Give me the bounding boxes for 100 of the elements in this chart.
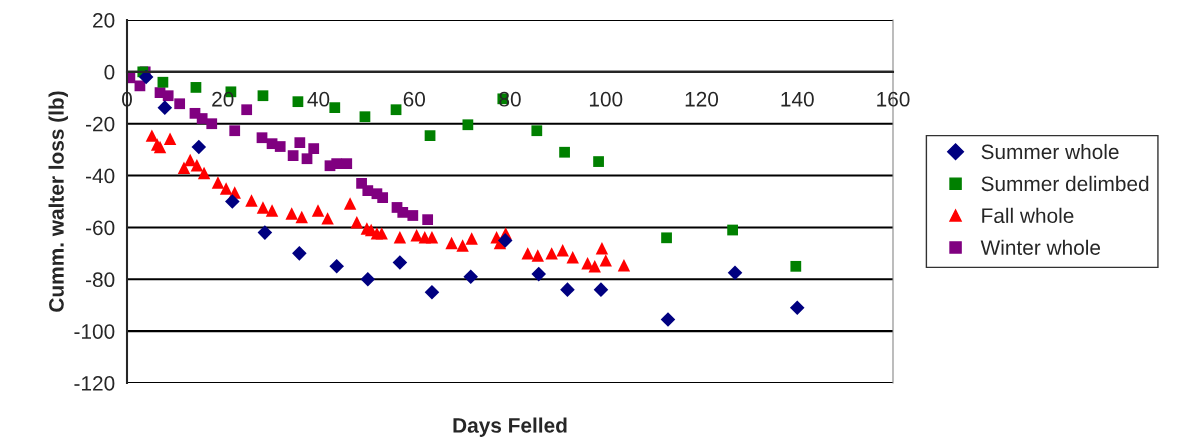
point [556,244,569,257]
point [274,141,286,152]
point [256,201,270,214]
point [566,251,579,264]
point [292,96,304,108]
point [661,232,672,244]
point [790,260,802,272]
point [593,282,609,297]
point [545,247,558,260]
point [360,272,376,287]
point [560,282,575,297]
legend-label: Summer whole [981,143,1119,160]
y-tick-label: 0 [104,64,115,80]
point [350,216,364,229]
point [190,82,202,93]
point [329,102,341,114]
point [531,266,547,282]
y-tick-label: -40 [86,168,115,184]
x-tick-label: 140 [781,91,814,107]
point [321,212,334,225]
point [660,312,676,327]
point [206,118,218,130]
x-axis-title: Days Felled [453,417,567,437]
point [497,233,513,248]
point [375,227,388,240]
point [359,111,371,123]
point [163,132,177,145]
point [425,231,439,244]
y-tick-label: -20 [86,116,115,132]
point [308,143,320,154]
point [174,98,186,110]
point [390,104,402,116]
y-tick-label: -100 [74,324,115,339]
point [445,236,458,250]
y-tick-label: -80 [86,272,115,288]
point [331,158,343,170]
point [256,132,268,144]
x-tick-label: 120 [685,91,719,107]
x-tick-label: 160 [877,91,910,107]
point [229,125,241,137]
point [392,255,408,270]
point [397,207,409,218]
point [301,153,313,165]
point [190,158,204,172]
point [287,150,299,161]
point [285,207,298,220]
point [462,119,474,131]
point [463,269,479,284]
point [617,259,631,272]
x-tick-label: 20 [212,91,234,107]
point [138,69,154,85]
legend-label: Summer delimbed [981,175,1149,192]
point [295,210,308,224]
point [211,176,225,189]
point [329,259,344,274]
point [422,214,434,226]
point [410,229,423,242]
x-tick-label: 40 [307,91,330,107]
point [257,225,273,240]
point [377,192,389,203]
point [343,197,357,210]
point [196,113,208,124]
point [294,137,306,149]
point [292,246,307,261]
point [145,129,159,142]
point [727,265,743,281]
point [191,139,207,155]
point [424,284,440,300]
y-tick-label: -60 [86,220,115,236]
point [177,161,191,174]
point [341,158,353,170]
point [559,146,570,158]
point [257,90,269,102]
point [197,166,211,180]
point [789,300,805,316]
point [588,260,601,273]
x-tick-label: 60 [403,91,426,107]
point [727,224,738,236]
point [407,210,419,221]
point [157,100,173,115]
y-axis-title: Cumm. walter loss (lb) [48,91,68,312]
point [531,125,543,137]
point [362,185,374,196]
point [245,194,258,207]
point [531,249,544,262]
point [241,104,253,116]
point [595,241,609,255]
point [219,182,233,195]
point [134,80,146,92]
point [393,231,407,244]
point [162,90,174,102]
legend-label: Fall whole [982,207,1074,224]
point [157,76,169,88]
point [521,247,534,260]
point [265,204,279,217]
point [311,204,325,217]
point [593,156,604,167]
point [225,194,240,209]
y-tick-label: -120 [74,376,115,391]
y-tick-label: 20 [93,13,115,28]
